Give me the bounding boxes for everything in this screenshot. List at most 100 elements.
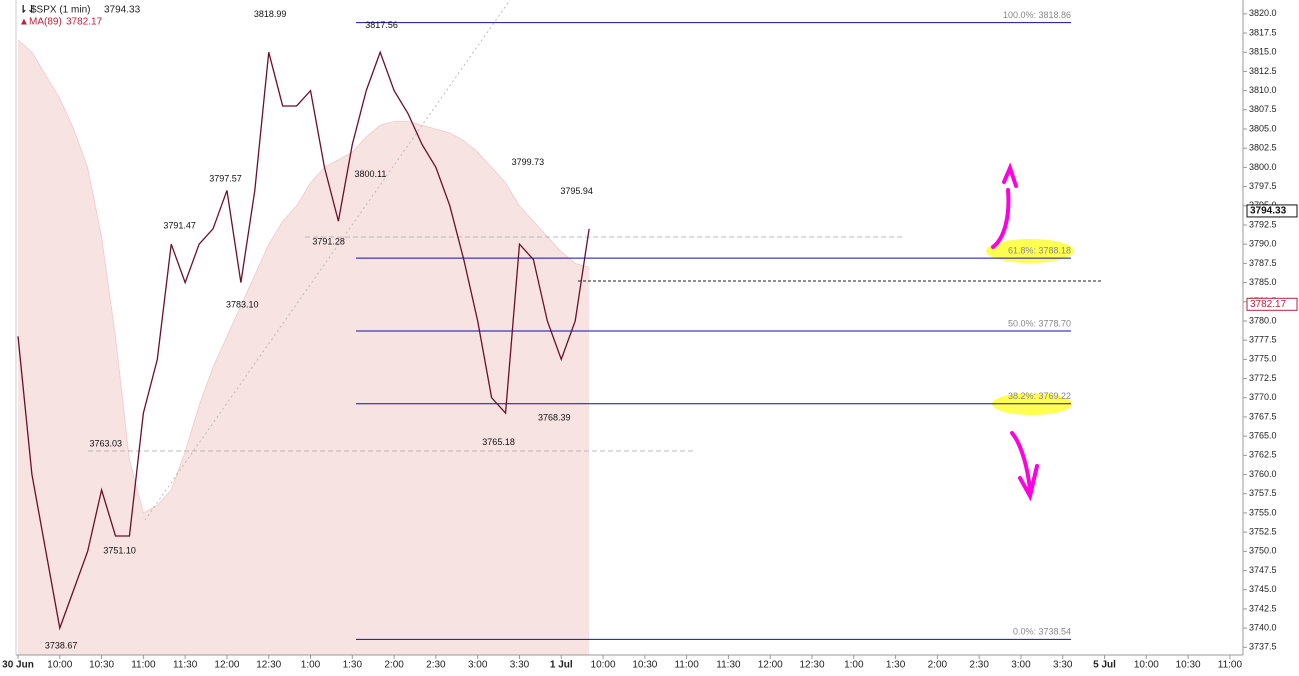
price-tag (1246, 204, 1298, 218)
y-tick-label: 3755.0 (1249, 507, 1277, 517)
price-tag-label: 3794.33 (1250, 206, 1287, 217)
ma-area-layer (18, 39, 590, 655)
y-tick-label: 3760.0 (1249, 469, 1277, 479)
x-tick-label: 3:30 (510, 660, 530, 671)
x-tick-label: 5 Jul (1093, 660, 1116, 671)
price-annotation: 3800.11 (354, 169, 386, 179)
y-tick-label: 3812.5 (1249, 66, 1277, 76)
x-tick-label: 10:30 (632, 660, 657, 671)
price-annotation: 3738.67 (45, 641, 78, 651)
down-arrow (1010, 431, 1039, 502)
x-tick-label: 12:00 (758, 660, 783, 671)
y-tick-label: 3770.0 (1249, 392, 1277, 402)
price-annotation: 3799.73 (512, 157, 545, 167)
y-tick-label: 3802.5 (1249, 143, 1277, 153)
x-tick-label: 12:00 (214, 660, 239, 671)
price-tag (1246, 297, 1298, 311)
y-tick-label: 3737.5 (1249, 642, 1277, 652)
fib-label: 100.0%: 3818.86 (1003, 10, 1071, 20)
trend-line (144, 0, 511, 521)
price-annotation: 3768.39 (538, 412, 571, 422)
series-last: 3794.33 (104, 5, 141, 16)
price-annotation: 3795.94 (560, 186, 593, 196)
y-tick-label: 3745.0 (1249, 584, 1277, 594)
y-tick-label: 3767.5 (1249, 411, 1277, 421)
y-tick-label: 3740.0 (1249, 622, 1277, 632)
x-tick-label: 10:30 (1176, 660, 1201, 671)
y-tick-label: 3752.5 (1249, 527, 1277, 537)
price-annotation: 3751.10 (103, 545, 136, 555)
ma-line (17, 39, 590, 514)
price-annotation: 3791.47 (163, 220, 196, 230)
x-tick-label: 1:00 (844, 660, 864, 671)
fib-label: 61.8%: 3788.18 (1008, 246, 1071, 256)
price-annotation: 3817.56 (365, 20, 398, 30)
fib-label: 50.0%: 3778.70 (1008, 318, 1071, 328)
y-tick-label: 3750.0 (1249, 546, 1277, 556)
x-tick-label: 11:30 (173, 660, 198, 671)
x-tick-label: 11:00 (131, 660, 156, 671)
x-tick-label: 1:30 (343, 660, 363, 671)
x-tick-label: 3:30 (1053, 660, 1073, 671)
fib-label: 38.2%: 3769.22 (1008, 391, 1071, 401)
x-tick-label: 30 Jun (2, 660, 34, 671)
y-tick-label: 3792.5 (1249, 219, 1277, 229)
y-tick-label: 3805.0 (1249, 123, 1277, 133)
x-tick-label: 3:00 (1011, 660, 1031, 671)
x-tick-label: 10:00 (591, 660, 616, 671)
x-tick-label: 12:30 (256, 660, 281, 671)
x-tick-label: 2:00 (928, 660, 948, 671)
x-tick-label: 11:00 (1218, 660, 1243, 671)
price-annotation: 3765.18 (482, 437, 515, 447)
y-tick-label: 3790.0 (1249, 239, 1277, 249)
ma-area (18, 39, 590, 655)
x-tick-label: 10:00 (47, 660, 72, 671)
ma-name: MA(89) (29, 17, 62, 28)
y-tick-label: 3810.0 (1249, 85, 1277, 95)
highlight (986, 239, 1074, 263)
x-tick-label: 10:00 (1134, 660, 1159, 671)
y-tick-label: 3777.5 (1249, 335, 1277, 345)
x-tick-label: 11:00 (674, 660, 699, 671)
price-annotation: 3763.03 (89, 439, 122, 449)
up-arrow (991, 162, 1018, 249)
y-tick-label: 3785.0 (1249, 277, 1277, 287)
y-tick-label: 3820.0 (1249, 8, 1277, 18)
y-tick-label: 3747.5 (1249, 565, 1277, 575)
x-tick-label: 2:30 (426, 660, 446, 671)
y-tick-label: 3800.0 (1249, 162, 1277, 172)
x-tick-label: 2:30 (969, 660, 989, 671)
y-tick-label: 3762.5 (1249, 450, 1277, 460)
series-name: $SPX (1 min) (31, 5, 90, 16)
price-annotation: 3797.57 (209, 173, 242, 183)
y-tick-label: 3807.5 (1249, 104, 1277, 114)
x-tick-label: 3:00 (468, 660, 488, 671)
price-annotation: 3783.10 (226, 300, 259, 310)
x-tick-label: 10:30 (89, 660, 114, 671)
y-tick-label: 3815.0 (1249, 47, 1277, 57)
x-tick-label: 1 Jul (550, 660, 573, 671)
price-annotation: 3791.28 (312, 237, 345, 247)
y-tick-label: 3797.5 (1249, 181, 1277, 191)
x-tick-label: 1:30 (886, 660, 906, 671)
icon: ⇂⇃ (19, 5, 36, 16)
fib-label: 0.0%: 3738.54 (1013, 627, 1071, 637)
price-line (17, 50, 590, 631)
x-tick-label: 1:00 (301, 660, 321, 671)
y-tick-label: 3765.0 (1249, 431, 1277, 441)
x-tick-label: 2:00 (384, 660, 404, 671)
y-tick-label: 3742.5 (1249, 603, 1277, 613)
ma-last: 3782.17 (66, 17, 103, 28)
y-tick-label: 3775.0 (1249, 354, 1277, 364)
y-tick-label: 3787.5 (1249, 258, 1277, 268)
y-tick-label: 3780.0 (1249, 315, 1277, 325)
price-tag-label: 3782.17 (1250, 299, 1287, 310)
icon: ▲ (19, 17, 29, 28)
price-annotation: 3818.99 (254, 9, 287, 19)
y-tick-label: 3817.5 (1249, 27, 1277, 37)
y-tick-label: 3757.5 (1249, 488, 1277, 498)
x-tick-label: 11:30 (716, 660, 741, 671)
y-tick-label: 3772.5 (1249, 373, 1277, 383)
x-tick-label: 12:30 (799, 660, 824, 671)
